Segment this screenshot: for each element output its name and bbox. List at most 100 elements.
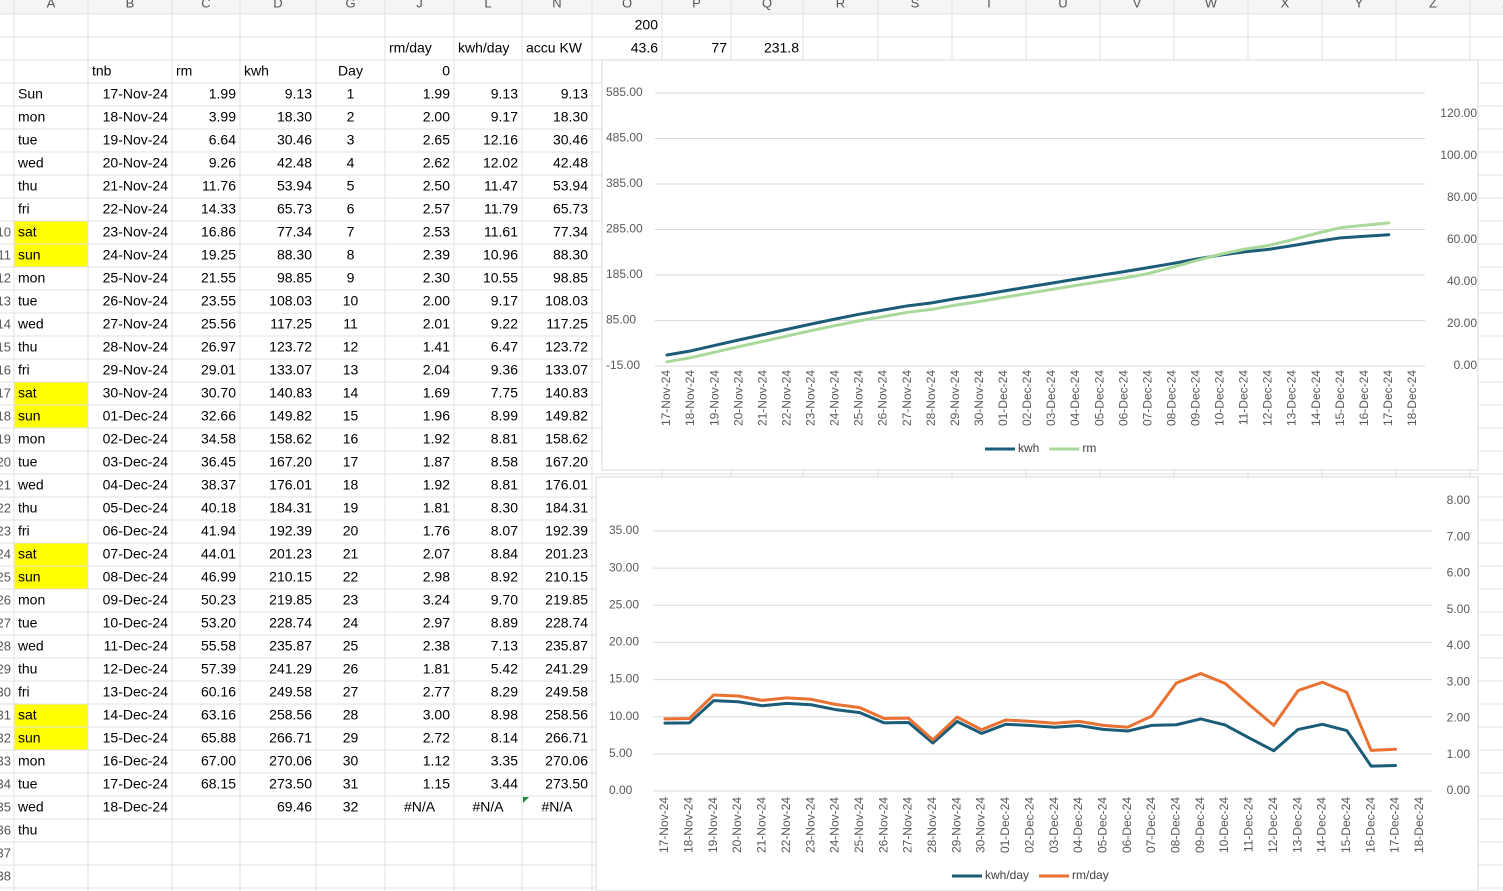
cell-text[interactable]: 63.16 [201,707,236,723]
cell-text[interactable]: 2.00 [423,293,450,309]
cell-text[interactable]: 270.06 [269,753,312,769]
cell-text[interactable]: wed [17,799,44,815]
cell-text[interactable]: 28-Nov-24 [103,339,169,355]
row-number[interactable]: 25 [0,569,11,584]
cell-text[interactable]: 3.24 [423,592,450,608]
cell-text[interactable]: 273.50 [545,776,588,792]
cell-text[interactable]: tue [18,132,38,148]
cell-text[interactable]: 15-Dec-24 [103,730,169,746]
cell-text[interactable]: 8.81 [491,431,518,447]
row-number[interactable]: 19 [0,431,11,446]
cell-text[interactable]: 241.29 [545,661,588,677]
cell-text[interactable]: 1.92 [423,431,450,447]
cell-text[interactable]: 04-Dec-24 [103,477,169,493]
cell-text[interactable]: sat [18,224,37,240]
cell-text[interactable]: 235.87 [545,638,588,654]
cell-text[interactable]: 24-Nov-24 [103,247,169,263]
row-number[interactable]: 22 [0,500,11,515]
cell-text[interactable]: 65.88 [201,730,236,746]
cell-text[interactable]: 13 [343,362,359,378]
cell-text[interactable]: 42.48 [277,155,312,171]
column-header[interactable]: T [985,0,993,10]
cell-text[interactable]: 11-Dec-24 [104,638,169,654]
cell-text[interactable]: 117.25 [546,316,588,332]
cell-text[interactable]: mon [18,592,45,608]
cell-text[interactable]: 14 [343,385,359,401]
cell-text[interactable]: 14-Dec-24 [103,707,169,723]
cell-text[interactable]: 158.62 [545,431,588,447]
column-header[interactable]: R [836,0,845,10]
cell-text[interactable]: 36.45 [201,454,236,470]
cell-text[interactable]: 1.96 [423,408,450,424]
cell-text[interactable]: 266.71 [545,730,588,746]
cell-text[interactable]: 9 [347,270,355,286]
cell-text[interactable]: 1.92 [423,477,450,493]
cell-text[interactable]: 2.98 [423,569,450,585]
cell-text[interactable]: 2.39 [423,247,450,263]
cell-text[interactable]: thu [18,822,37,838]
cell-text[interactable]: 19 [343,500,359,516]
cell-text[interactable]: 140.83 [269,385,312,401]
cell-text[interactable]: 158.62 [269,431,312,447]
cell-text[interactable]: 3 [347,132,355,148]
cell-text[interactable]: 2.62 [423,155,450,171]
cell-text[interactable]: 40.18 [201,500,236,516]
cell-text[interactable]: 6 [347,201,355,217]
cell-text[interactable]: 273.50 [269,776,312,792]
column-header[interactable]: Q [762,0,772,10]
cell-text[interactable]: 05-Dec-24 [103,500,169,516]
column-header[interactable]: V [1133,0,1142,10]
cell-text[interactable]: 55.58 [201,638,236,654]
cell-text[interactable]: 1.87 [423,454,450,470]
cell-text[interactable]: sun [18,569,41,585]
cell-text[interactable]: 53.20 [201,615,236,631]
row-number[interactable]: 36 [0,822,11,837]
row-number[interactable]: 29 [0,661,11,676]
cell-text[interactable]: 34.58 [201,431,236,447]
cell-text[interactable]: 53.94 [553,178,588,194]
row-number[interactable]: 13 [0,293,11,308]
row-number[interactable]: 18 [0,408,11,423]
cell-text[interactable]: 3.99 [209,109,236,125]
cell-text[interactable]: 2.53 [423,224,450,240]
row-number[interactable]: 26 [0,592,11,607]
cell-text[interactable]: 17 [343,454,359,470]
column-header[interactable]: S [911,0,920,10]
cell-text[interactable]: 12 [343,339,359,355]
row-number[interactable]: 20 [0,454,11,469]
cell-text[interactable]: 11.76 [202,178,236,194]
cell-text[interactable]: 0 [442,63,450,79]
column-header[interactable]: J [416,0,423,10]
cell-text[interactable]: 133.07 [545,362,588,378]
cell-text[interactable]: sat [18,385,37,401]
cell-text[interactable]: 24 [343,615,359,631]
cell-text[interactable]: 27 [343,684,359,700]
row-number[interactable]: 38 [0,868,11,883]
cell-text[interactable]: 123.72 [269,339,312,355]
cell-text[interactable]: 231.8 [764,40,799,56]
cell-text[interactable]: 30.46 [553,132,588,148]
cell-text[interactable]: 3.44 [491,776,518,792]
cell-text[interactable]: tue [18,454,38,470]
cell-text[interactable]: 10-Dec-24 [103,615,169,631]
cell-text[interactable]: 8.81 [491,477,518,493]
cell-text[interactable]: 8.99 [491,408,518,424]
cell-text[interactable]: 29.01 [201,362,236,378]
cell-text[interactable]: 26.97 [201,339,236,355]
cell-text[interactable]: mon [18,431,45,447]
cell-text[interactable]: 02-Dec-24 [103,431,169,447]
cell-text[interactable]: 7.13 [491,638,518,654]
cell-text[interactable]: 88.30 [277,247,312,263]
cell-text[interactable]: tue [18,293,38,309]
cell-text[interactable]: 3.00 [423,707,450,723]
cell-text[interactable]: 44.01 [201,546,236,562]
cell-text[interactable]: 32.66 [201,408,236,424]
cell-text[interactable]: 2.97 [423,615,450,631]
cell-text[interactable]: 25-Nov-24 [103,270,169,286]
cell-text[interactable]: 10.96 [483,247,518,263]
column-header[interactable]: P [692,0,701,10]
cell-text[interactable]: 235.87 [269,638,312,654]
cell-text[interactable]: 13-Dec-24 [103,684,169,700]
cell-text[interactable]: #N/A [541,799,573,815]
cell-text[interactable]: 1.15 [423,776,450,792]
